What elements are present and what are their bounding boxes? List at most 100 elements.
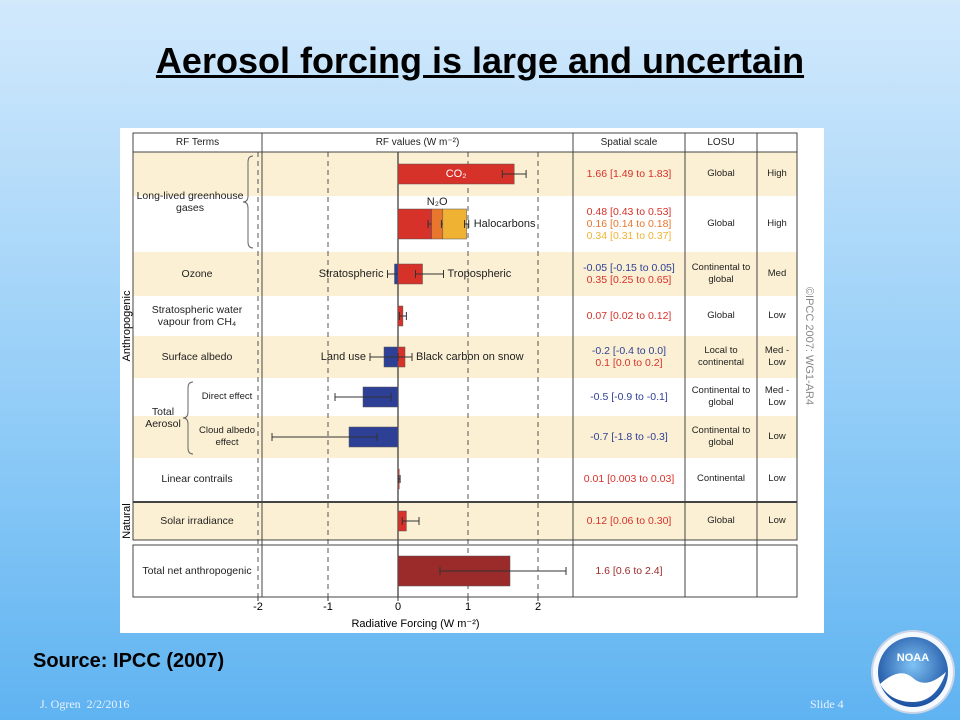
rf-value: -0.2 [-0.4 to 0.0] (591, 345, 667, 357)
error-bar (401, 517, 420, 525)
spatial-scale: Global (707, 310, 735, 321)
error-bar (439, 567, 567, 575)
column-header: LOSU (707, 136, 735, 148)
error-bar (334, 393, 392, 401)
rf-value: -0.5 [-0.9 to -0.1] (590, 391, 668, 403)
error-bar (397, 353, 413, 361)
source: Source: IPCC (2007) (33, 650, 225, 672)
brace (182, 381, 194, 455)
term-label: Stratospheric water vapour from CH₄ (151, 304, 243, 328)
bar-label: Stratospheric (319, 268, 384, 280)
rf-value: 0.01 [0.003 to 0.03] (583, 473, 675, 485)
error-bar (415, 270, 444, 278)
losu: Med (767, 268, 787, 279)
rf-value: -0.7 [-1.8 to -0.3] (590, 431, 668, 443)
error-bar (464, 220, 470, 228)
rf-value: 0.12 [0.06 to 0.30] (586, 515, 672, 527)
losu: Low (768, 515, 786, 526)
losu: Low (768, 473, 786, 484)
rf-values: 0.07 [0.02 to 0.12] (573, 296, 685, 336)
rf-value: 0.35 [0.25 to 0.65] (586, 274, 672, 286)
bar-label: Black carbon on snow (416, 351, 524, 363)
x-tick-label: -1 (323, 601, 333, 613)
bar (442, 208, 467, 240)
row-band (133, 252, 797, 296)
slide-title: Aerosol forcing is large and uncertain (155, 40, 805, 81)
spatial-scale: Continental (696, 473, 746, 484)
bar-label: Tropospheric (448, 268, 512, 280)
error-bar (501, 170, 527, 178)
x-tick-label: 0 (395, 601, 401, 613)
bar (397, 208, 432, 240)
rf-values: 0.48 [0.43 to 0.53] 0.16 [0.14 to 0.18] 0.… (573, 196, 685, 252)
rf-value: 0.34 [0.31 to 0.37] (586, 230, 672, 242)
rf-value: 0.1 [0.0 to 0.2] (595, 357, 663, 369)
spatial-scale: Continental to global (691, 425, 751, 448)
rf-values: 1.66 [1.49 to 1.83] (573, 152, 685, 196)
error-bar (271, 433, 378, 441)
bar-label: CO₂ (446, 168, 467, 180)
rf-values: -0.2 [-0.4 to 0.0] 0.1 [0.0 to 0.2] (573, 336, 685, 378)
spatial-scale: Continental to global (691, 385, 751, 408)
error-bar (397, 475, 401, 483)
spatial-scale: Continental to global (691, 262, 751, 285)
column-header: Spatial scale (600, 136, 658, 148)
column-header: RF Terms (175, 136, 220, 148)
spatial-scale: Local to continental (698, 345, 744, 368)
losu: High (767, 218, 787, 229)
term-label: Long-lived greenhouse gases (136, 190, 244, 214)
rf-values: 1.6 [0.6 to 2.4] (573, 545, 685, 597)
group-label: Natural (121, 503, 133, 538)
rf-value: 1.6 [0.6 to 2.4] (595, 565, 663, 577)
row-band (133, 416, 797, 458)
rf-value: 0.07 [0.02 to 0.12] (586, 310, 672, 322)
rf-values: -0.7 [-1.8 to -0.3] (573, 416, 685, 458)
error-bar (398, 312, 407, 320)
term-label: Linear contrails (161, 473, 233, 485)
table-frame (132, 132, 798, 541)
losu: Med - Low (764, 385, 790, 408)
row-band (133, 336, 797, 378)
footer-author: J. Ogren 2/2/2016 (40, 697, 130, 711)
spatial-scale: Global (707, 515, 735, 526)
footer-slide: Slide 4 (810, 697, 844, 711)
rf-value: -0.05 [-0.15 to 0.05] (583, 262, 675, 274)
rf-values: -0.05 [-0.15 to 0.05] 0.35 [0.25 to 0.65] (573, 252, 685, 296)
term-label: Surface albedo (161, 351, 233, 363)
bar-label: Land use (321, 351, 366, 363)
x-tick-label: -2 (253, 601, 263, 613)
x-axis-label: Radiative Forcing (W m⁻²) (351, 618, 479, 630)
losu: Med - Low (764, 345, 790, 368)
figure-panel (120, 128, 824, 633)
spatial-scale: Global (707, 168, 735, 179)
rf-values: 0.01 [0.003 to 0.03] (573, 458, 685, 500)
sub-label: Direct effect (201, 391, 253, 402)
rf-value: 0.48 [0.43 to 0.53] (586, 206, 672, 218)
group-label: Anthropogenic (121, 290, 133, 361)
rf-values: -0.5 [-0.9 to -0.1] (573, 378, 685, 416)
losu: Low (768, 431, 786, 442)
column-header: RF values (W m⁻²) (375, 136, 460, 148)
bar-label: N₂O (427, 196, 448, 208)
x-tick-label: 2 (535, 601, 541, 613)
losu: High (767, 168, 787, 179)
logo-bird (880, 672, 946, 702)
term-label: Ozone (181, 268, 213, 280)
credit: ©IPCC 2007: WG1-AR4 (803, 287, 815, 405)
brace (242, 155, 254, 249)
rf-value: 0.16 [0.14 to 0.18] (586, 218, 672, 230)
row-band (133, 502, 797, 540)
term-label: Solar irradiance (160, 515, 234, 527)
term-label: Total Aerosol (145, 406, 181, 430)
rf-value: 1.66 [1.49 to 1.83] (586, 168, 672, 180)
losu: Low (768, 310, 786, 321)
total-frame (132, 544, 798, 598)
logo-text: NOAA (897, 652, 929, 664)
term-label: Total net anthropogenic (142, 565, 252, 577)
rf-values: 0.12 [0.06 to 0.30] (573, 502, 685, 540)
sub-label: Cloud albedo effect (199, 425, 255, 448)
bar-label: Halocarbons (474, 218, 536, 230)
spatial-scale: Global (707, 218, 735, 229)
